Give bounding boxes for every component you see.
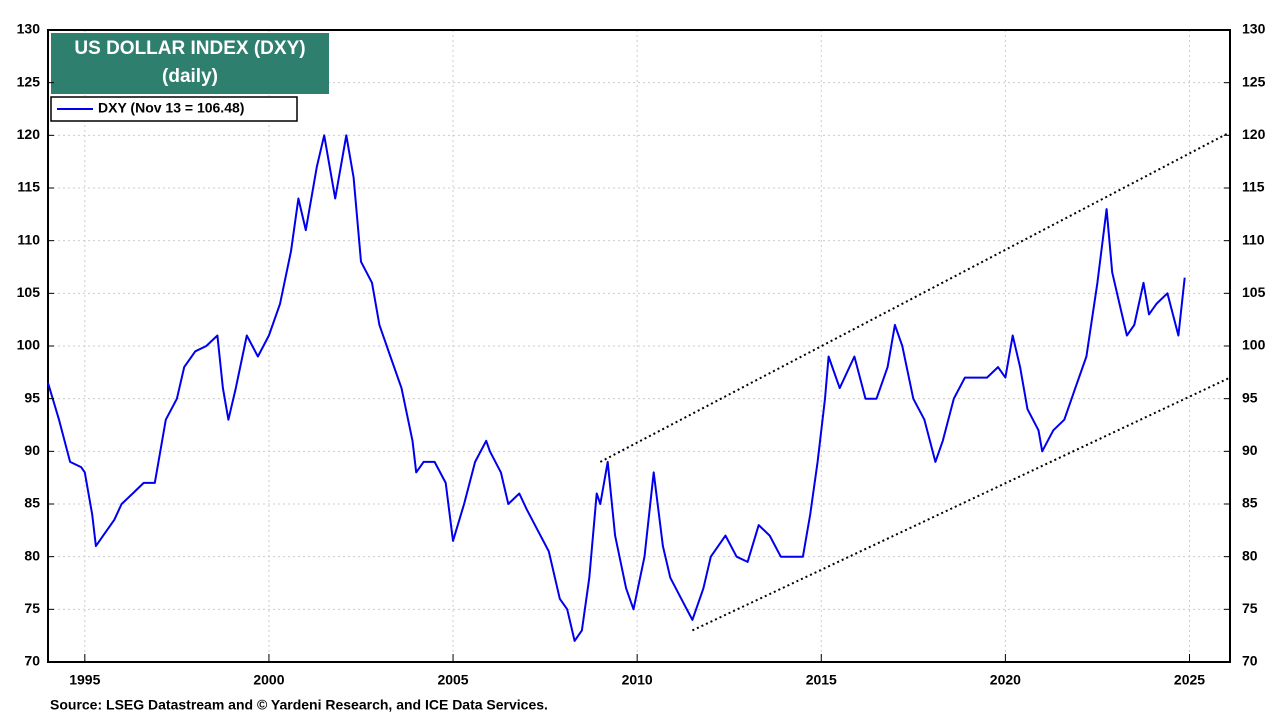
x-tick-label: 2005	[437, 672, 468, 688]
source-note: Source: LSEG Datastream and © Yardeni Re…	[50, 697, 548, 713]
y2-tick-label: 130	[1242, 21, 1266, 37]
y-tick-label: 105	[17, 284, 41, 300]
y-tick-label: 100	[17, 337, 41, 353]
title-box	[51, 33, 329, 94]
y-tick-label: 80	[24, 547, 40, 563]
chart-title: US DOLLAR INDEX (DXY)	[74, 38, 305, 59]
y-tick-label: 90	[24, 442, 40, 458]
y2-tick-label: 80	[1242, 547, 1258, 563]
y-tick-label: 75	[24, 600, 40, 616]
x-tick-label: 1995	[69, 672, 100, 688]
trend-line	[691, 376, 1231, 632]
y-tick-label: 130	[17, 21, 41, 37]
series-line	[47, 134, 1186, 642]
y2-tick-label: 95	[1242, 389, 1258, 405]
y2-tick-label: 120	[1242, 126, 1266, 142]
y-tick-label: 115	[17, 179, 40, 195]
x-tick-label: 2010	[622, 672, 653, 688]
y-tick-label: 110	[17, 231, 40, 247]
y2-tick-label: 115	[1242, 179, 1265, 195]
y2-tick-label: 70	[1242, 653, 1258, 669]
y-tick-label: 70	[24, 653, 40, 669]
grid	[48, 29, 1230, 663]
x-tick-label: 2025	[1174, 672, 1205, 688]
y-tick-label: 85	[24, 495, 40, 511]
trend-line	[599, 131, 1231, 463]
y2-tick-label: 125	[1242, 73, 1266, 89]
y2-tick-label: 85	[1242, 495, 1258, 511]
y-tick-label: 120	[17, 126, 41, 142]
y2-tick-label: 105	[1242, 284, 1266, 300]
chart-subtitle: (daily)	[162, 66, 218, 87]
y2-tick-label: 100	[1242, 337, 1266, 353]
marks	[47, 131, 1231, 642]
y-tick-label: 95	[24, 389, 40, 405]
legend-label: DXY (Nov 13 = 106.48)	[98, 100, 244, 116]
x-tick-label: 2000	[253, 672, 284, 688]
y-tick-label: 125	[17, 73, 41, 89]
x-tick-label: 2020	[990, 672, 1021, 688]
y2-tick-label: 90	[1242, 442, 1258, 458]
y2-tick-label: 75	[1242, 600, 1258, 616]
y2-tick-label: 110	[1242, 231, 1265, 247]
x-tick-label: 2015	[806, 672, 837, 688]
